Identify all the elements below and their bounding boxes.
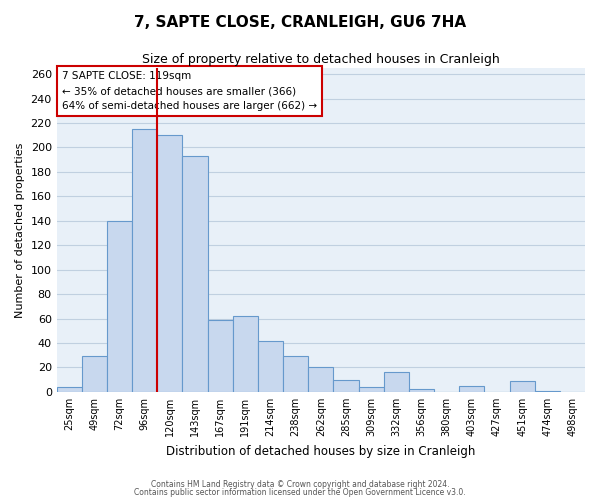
Bar	[56, 387, 82, 392]
Text: Contains HM Land Registry data © Crown copyright and database right 2024.: Contains HM Land Registry data © Crown c…	[151, 480, 449, 489]
Bar	[82, 356, 107, 392]
Title: Size of property relative to detached houses in Cranleigh: Size of property relative to detached ho…	[142, 52, 500, 66]
Bar	[132, 129, 157, 392]
Bar	[233, 316, 258, 392]
Bar	[258, 340, 283, 392]
Bar	[334, 380, 359, 392]
X-axis label: Distribution of detached houses by size in Cranleigh: Distribution of detached houses by size …	[166, 444, 476, 458]
Bar	[208, 320, 233, 392]
Bar	[107, 221, 132, 392]
Text: 7 SAPTE CLOSE: 119sqm
← 35% of detached houses are smaller (366)
64% of semi-det: 7 SAPTE CLOSE: 119sqm ← 35% of detached …	[62, 72, 317, 111]
Bar	[535, 390, 560, 392]
Bar	[409, 390, 434, 392]
Y-axis label: Number of detached properties: Number of detached properties	[15, 142, 25, 318]
Text: Contains public sector information licensed under the Open Government Licence v3: Contains public sector information licen…	[134, 488, 466, 497]
Bar	[509, 381, 535, 392]
Bar	[308, 368, 334, 392]
Bar	[459, 386, 484, 392]
Text: 7, SAPTE CLOSE, CRANLEIGH, GU6 7HA: 7, SAPTE CLOSE, CRANLEIGH, GU6 7HA	[134, 15, 466, 30]
Bar	[182, 156, 208, 392]
Bar	[157, 136, 182, 392]
Bar	[384, 372, 409, 392]
Bar	[283, 356, 308, 392]
Bar	[359, 387, 384, 392]
